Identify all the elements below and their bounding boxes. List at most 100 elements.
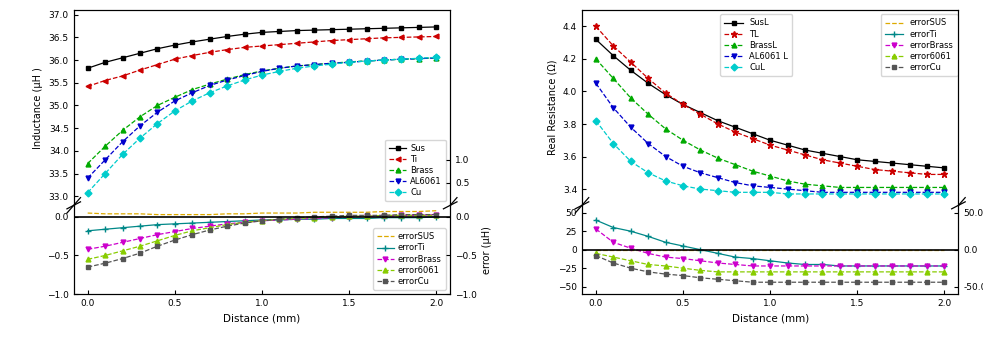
Line: TL: TL [593, 23, 948, 177]
CuL [903, 192, 915, 196]
errorSUS [695, 248, 707, 252]
TL [765, 143, 777, 147]
errorSUS [781, 248, 793, 252]
Cu [99, 171, 111, 175]
errorTi [765, 259, 777, 263]
Cu [309, 64, 320, 68]
error6061 [887, 270, 898, 274]
SusL [921, 164, 933, 168]
errorBrass [712, 261, 723, 265]
errorBrass [607, 240, 619, 244]
errorTi [851, 264, 863, 268]
Ti [239, 45, 251, 49]
AL6061 L [765, 186, 777, 190]
AL6061 L [887, 190, 898, 194]
Sus [151, 47, 163, 51]
errorSUS [729, 248, 741, 252]
error6061 [99, 254, 111, 258]
errorCu [625, 266, 637, 270]
CuL [921, 192, 933, 196]
Brass [291, 64, 303, 68]
error6061 [343, 214, 355, 218]
errorTi [82, 229, 93, 233]
AL6061 [99, 158, 111, 162]
errorBrass [291, 217, 303, 221]
AL6061 [256, 69, 267, 73]
error6061 [747, 270, 759, 274]
errorCu [256, 219, 267, 223]
Y-axis label: error (μH): error (μH) [483, 226, 492, 274]
Sus [187, 40, 199, 44]
errorTi [712, 251, 723, 256]
Line: errorBrass: errorBrass [86, 212, 438, 252]
BrassL [765, 174, 777, 178]
Line: CuL: CuL [594, 118, 947, 196]
SusL [712, 119, 723, 123]
BrassL [625, 96, 637, 100]
error6061 [921, 270, 933, 274]
AL6061 [361, 59, 373, 63]
errorCu [747, 280, 759, 284]
errorSUS [642, 248, 654, 252]
errorSUS [134, 212, 145, 216]
CuL [660, 179, 671, 183]
Brass [273, 66, 285, 70]
AL6061 [169, 99, 181, 103]
errorCu [343, 213, 355, 217]
errorBrass [590, 227, 602, 231]
errorBrass [256, 219, 267, 223]
error6061 [239, 220, 251, 224]
TL [607, 44, 619, 48]
errorCu [239, 221, 251, 225]
Sus [134, 51, 145, 55]
Brass [169, 95, 181, 99]
errorCu [273, 217, 285, 221]
AL6061 [151, 110, 163, 114]
Ti [325, 39, 337, 43]
errorCu [431, 213, 442, 217]
Cu [151, 122, 163, 126]
Brass [203, 82, 215, 86]
error6061 [817, 270, 829, 274]
errorSUS [256, 211, 267, 215]
errorCu [695, 276, 707, 280]
errorBrass [660, 255, 671, 259]
CuL [747, 190, 759, 194]
errorBrass [817, 264, 829, 268]
errorCu [921, 280, 933, 284]
errorCu [834, 280, 845, 284]
errorTi [431, 215, 442, 219]
Cu [256, 73, 267, 77]
errorSUS [187, 213, 199, 217]
errorSUS [325, 210, 337, 214]
Cu [221, 84, 233, 88]
CuL [677, 184, 689, 188]
errorSUS [309, 210, 320, 214]
errorCu [607, 261, 619, 265]
Cu [361, 59, 373, 63]
Ti [117, 74, 129, 78]
errorSUS [273, 211, 285, 215]
Sus [99, 60, 111, 64]
X-axis label: Distance (mm): Distance (mm) [223, 313, 301, 323]
errorCu [378, 213, 390, 217]
TL [642, 76, 654, 80]
errorTi [625, 229, 637, 233]
errorCu [765, 280, 777, 284]
errorSUS [887, 248, 898, 252]
Line: AL6061 L: AL6061 L [594, 81, 947, 195]
Brass [117, 128, 129, 132]
Brass [82, 162, 93, 166]
BrassL [799, 182, 811, 186]
errorBrass [169, 230, 181, 234]
errorSUS [799, 248, 811, 252]
errorTi [151, 223, 163, 227]
error6061 [361, 214, 373, 218]
BrassL [677, 138, 689, 142]
errorBrass [625, 246, 637, 250]
errorBrass [309, 216, 320, 220]
errorCu [325, 214, 337, 218]
Sus [431, 25, 442, 29]
errorTi [677, 244, 689, 248]
AL6061 L [939, 190, 951, 194]
